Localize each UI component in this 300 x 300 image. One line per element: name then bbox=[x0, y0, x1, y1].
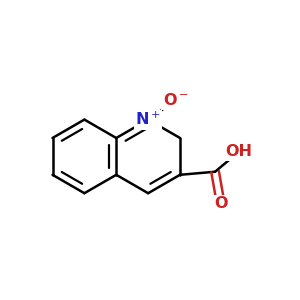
Text: N$^+$: N$^+$ bbox=[135, 111, 161, 128]
Text: OH: OH bbox=[225, 144, 252, 159]
Text: O: O bbox=[214, 196, 227, 211]
Text: O$^-$: O$^-$ bbox=[163, 92, 189, 108]
